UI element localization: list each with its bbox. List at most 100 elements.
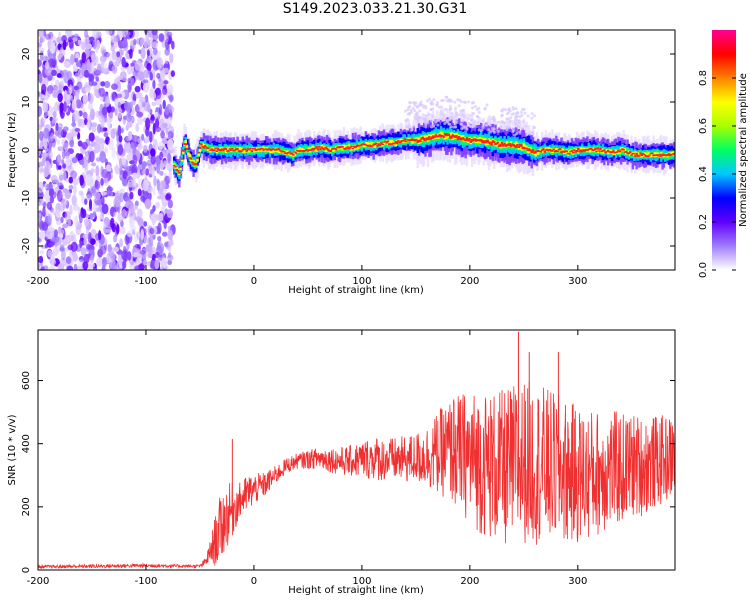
halo-cell (427, 97, 431, 101)
ridge-cell (595, 148, 598, 152)
halo-cell (499, 125, 503, 129)
noise-cell (88, 102, 93, 111)
noise-cell (125, 200, 130, 207)
ridge-cell (388, 143, 391, 146)
noise-cell (49, 241, 55, 247)
ridge-cell (670, 153, 673, 156)
ridge-cell (187, 150, 190, 156)
noise-cell (63, 70, 68, 78)
ridge-cell (610, 151, 614, 153)
noise-cell (81, 141, 88, 150)
noise-cell (141, 163, 146, 171)
halo-cell (462, 100, 466, 104)
noise-cell (38, 250, 45, 255)
ridge-cell (627, 152, 631, 157)
noise-cell (146, 103, 151, 113)
noise-cell (60, 198, 68, 206)
halo-cell (461, 109, 465, 113)
noise-cell (80, 41, 85, 50)
ridge-cell (573, 149, 576, 152)
ridge-cell (404, 140, 408, 143)
ridge-cell (312, 146, 316, 150)
ridge-cell (552, 148, 555, 153)
noise-cell (47, 213, 53, 224)
halo-cell (440, 99, 444, 103)
ridge-cell (398, 141, 401, 144)
ridge-cell (364, 144, 368, 146)
noise-cell (67, 70, 72, 80)
snr-ticks: -200 -100 0 100 200 300 0 200 400 600 (21, 330, 675, 587)
halo-cell (444, 107, 448, 111)
noise-cell (159, 151, 164, 161)
halo-cell (513, 122, 517, 126)
spectrogram-x-tick-label: -100 (135, 276, 158, 287)
noise-cell (90, 228, 97, 239)
ridge-cell (376, 144, 379, 147)
ridge-cell (518, 144, 522, 147)
noise-cell (40, 197, 44, 204)
ridge-cell (364, 142, 368, 147)
ridge-cell (481, 137, 484, 142)
noise-cell (146, 62, 152, 71)
halo-cell (413, 109, 417, 113)
snr-panel: -200 -100 0 100 200 300 0 200 400 600 Height of s… (7, 329, 676, 596)
ridge-cell (514, 141, 518, 148)
halo-cell (435, 101, 439, 105)
halo-cell (439, 109, 443, 113)
noise-cell (149, 227, 155, 235)
ridge-cell (351, 147, 355, 150)
noise-cell (105, 30, 113, 36)
ridge-cell (250, 150, 254, 153)
noise-cell (132, 144, 137, 155)
ridge-cell (389, 143, 392, 145)
halo-cell (408, 100, 412, 104)
ridge-cell (310, 146, 313, 151)
halo-cell (500, 119, 504, 123)
ridge-cell (504, 144, 508, 147)
colorbar-tick-label: 0.6 (698, 118, 709, 134)
ridge-cell (574, 151, 577, 153)
spectrogram-y-tick-label: 20 (21, 48, 32, 61)
noise-cell (71, 157, 78, 164)
ridge-cell (658, 153, 662, 159)
noise-cell (114, 98, 119, 105)
ridge-cell (623, 151, 627, 153)
noise-cell (67, 244, 74, 251)
halo-cell (415, 104, 419, 108)
ridge-cell (634, 151, 637, 156)
ridge-cell (601, 148, 605, 156)
noise-cell (107, 244, 112, 253)
ridge-cell (346, 146, 349, 148)
halo-cell (509, 116, 513, 120)
noise-cell (162, 67, 169, 74)
ridge-cell (315, 147, 318, 152)
noise-cell (94, 192, 101, 201)
ridge-cell (603, 150, 606, 154)
ridge-cell (340, 145, 343, 152)
ridge-cell (656, 152, 659, 156)
halo-cell (489, 130, 493, 134)
halo-cell (510, 112, 514, 116)
ridge-cell (657, 155, 660, 157)
ridge-cell (627, 150, 631, 154)
noise-cell (149, 91, 157, 100)
ridge-cell (410, 139, 413, 142)
ridge-cell (331, 148, 334, 152)
noise-cell (134, 265, 141, 270)
ridge-cell (262, 149, 265, 151)
halo-cell (475, 114, 479, 118)
ridge-cell (179, 165, 182, 168)
ridge-cell (241, 148, 245, 151)
ridge-cell (583, 149, 587, 152)
noise-cell (47, 249, 53, 258)
noise-cell (131, 99, 136, 106)
halo-cell (501, 107, 505, 111)
noise-cell (128, 164, 136, 176)
ridge-cell (363, 143, 366, 145)
ridge-cell (201, 142, 204, 147)
noise-cell (57, 126, 64, 139)
ridge-cell (277, 149, 281, 154)
ridge-cell (284, 152, 287, 155)
ridge-cell (520, 144, 523, 147)
ridge-cell (638, 155, 641, 157)
